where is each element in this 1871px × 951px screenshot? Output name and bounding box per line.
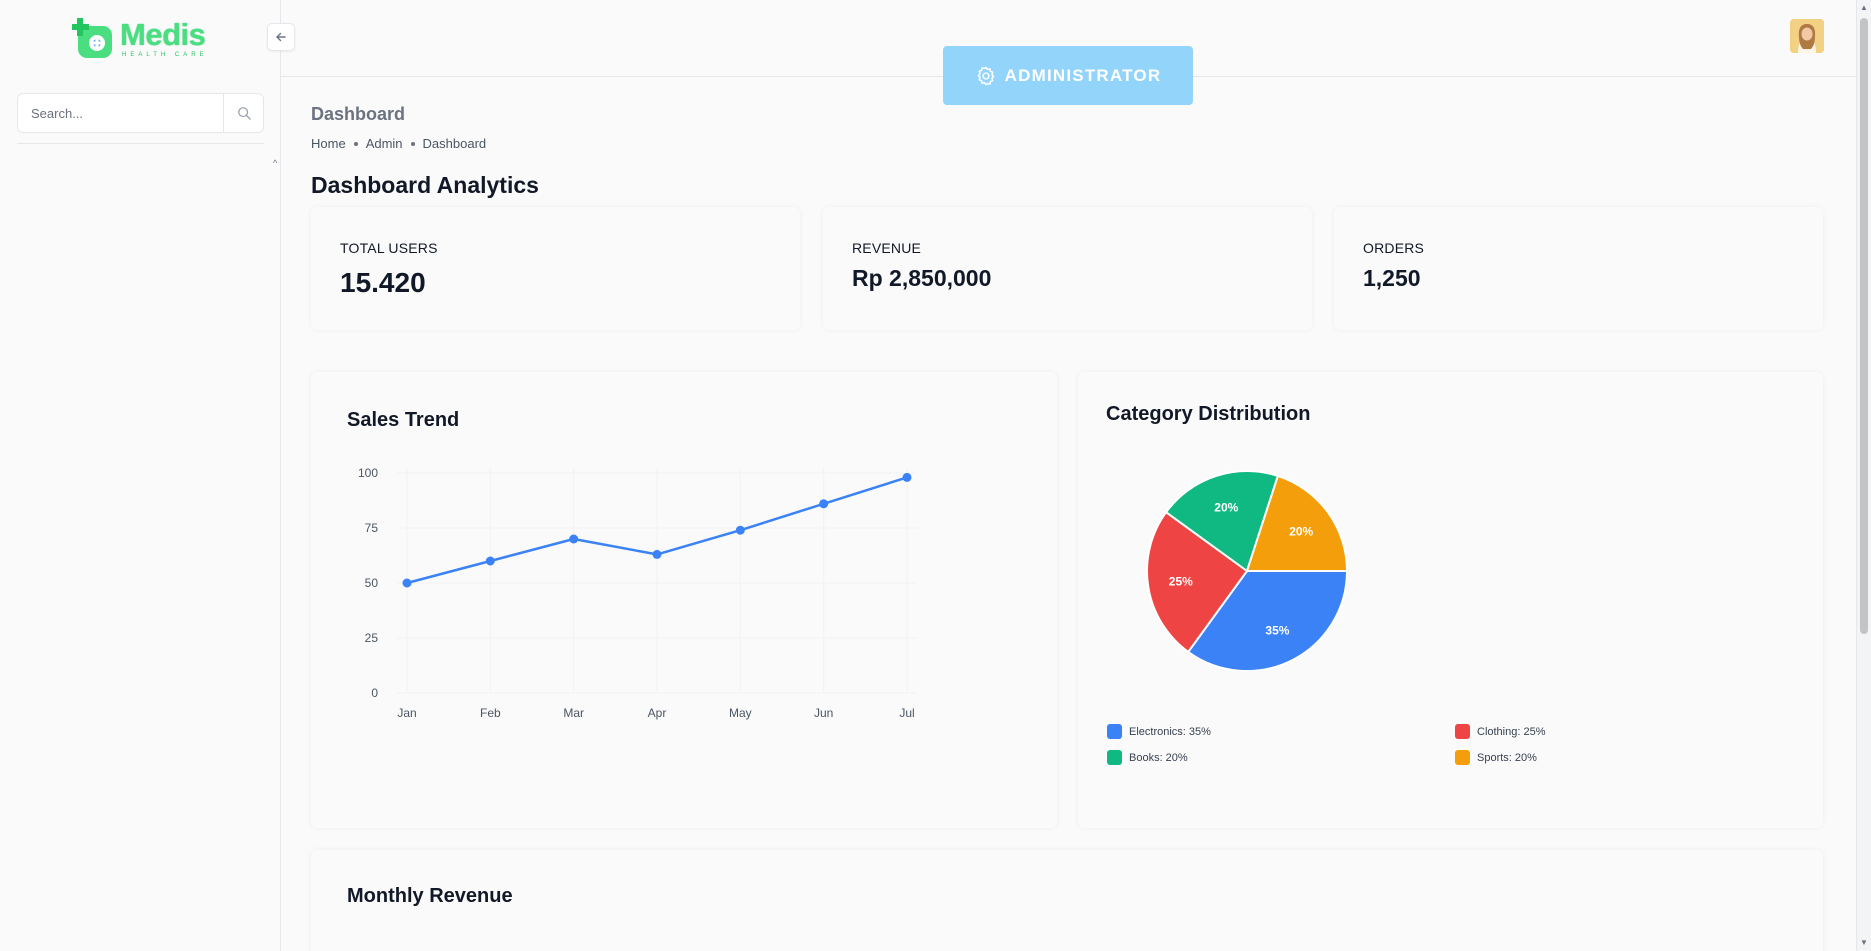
data-point[interactable] <box>819 499 829 509</box>
x-tick-label: Jan <box>397 706 416 720</box>
stat-label: ORDERS <box>1363 240 1425 256</box>
sales-trend-card: Sales Trend 0 25 50 75 100 Jan Feb Mar Apr May Jun… <box>311 372 1057 828</box>
legend-label: Electronics: 35% <box>1129 725 1211 738</box>
stat-label: REVENUE <box>852 240 922 256</box>
x-tick-label: Mar <box>563 706 584 720</box>
data-point[interactable] <box>902 472 912 482</box>
category-distribution-title: Category Distribution <box>1106 403 1311 425</box>
y-tick-label: 100 <box>358 466 378 480</box>
stat-value: 1,250 <box>1363 265 1421 291</box>
collapse-sidebar-button[interactable] <box>267 23 295 51</box>
x-tick-label: May <box>729 706 752 720</box>
stat-card-revenue: REVENUE Rp 2,850,000 <box>823 207 1312 330</box>
brand-name: Medis <box>120 16 206 52</box>
x-tick-label: Feb <box>480 706 501 720</box>
sidebar: Medis HEALTH CARE ^ <box>0 0 281 951</box>
user-avatar[interactable] <box>1790 19 1824 53</box>
pie-slice-books[interactable] <box>1164 470 1280 573</box>
legend-swatch <box>1107 750 1122 765</box>
stat-value: Rp 2,850,000 <box>852 265 992 291</box>
legend-label: Clothing: 25% <box>1477 725 1546 738</box>
legend-label: Sports: 20% <box>1477 751 1537 764</box>
pie-slice-label: 20% <box>1214 500 1238 514</box>
sales-trend-title: Sales Trend <box>347 409 460 431</box>
breadcrumb-admin[interactable]: Admin <box>365 136 403 151</box>
x-tick-label: Apr <box>648 706 667 720</box>
dashboard-heading: Dashboard Analytics <box>311 172 539 198</box>
category-pie-chart: 35% 25% 20% 20% <box>1146 470 1349 672</box>
brand-tagline: HEALTH CARE <box>122 51 208 58</box>
breadcrumb: Home Admin Dashboard <box>311 136 486 151</box>
administrator-badge[interactable]: ADMINISTRATOR <box>943 46 1193 105</box>
pie-slice-label: 25% <box>1169 574 1193 588</box>
data-point[interactable] <box>569 534 579 544</box>
legend-item-sports[interactable]: Sports: 20% <box>1455 750 1537 765</box>
legend-item-books[interactable]: Books: 20% <box>1107 750 1188 765</box>
monthly-revenue-card: Monthly Revenue <box>311 850 1823 951</box>
scroll-down-icon[interactable]: ▼ <box>1860 938 1868 947</box>
y-tick-label: 25 <box>365 631 379 645</box>
pie-slice-label: 35% <box>1265 624 1289 638</box>
stat-value: 15.420 <box>340 267 426 298</box>
monthly-revenue-title: Monthly Revenue <box>347 885 513 907</box>
gear-icon <box>977 66 995 85</box>
scroll-up-icon[interactable]: ▲ <box>1860 3 1868 12</box>
y-tick-label: 50 <box>365 576 379 590</box>
legend-swatch <box>1455 750 1470 765</box>
x-tick-label: Jun <box>814 706 833 720</box>
data-point[interactable] <box>735 525 745 535</box>
breadcrumb-separator <box>353 141 358 146</box>
pie-slice-electronics[interactable] <box>1186 570 1349 672</box>
breadcrumb-current: Dashboard <box>422 136 487 151</box>
y-tick-label: 75 <box>365 521 379 535</box>
page-title: Dashboard <box>311 104 406 124</box>
data-point[interactable] <box>652 549 662 559</box>
search-input[interactable] <box>18 94 223 132</box>
arrow-left-icon <box>276 32 286 42</box>
chevron-up-icon[interactable]: ^ <box>273 158 278 168</box>
legend-item-clothing[interactable]: Clothing: 25% <box>1455 724 1546 739</box>
legend-label: Books: 20% <box>1129 751 1188 764</box>
logo-area: Medis HEALTH CARE <box>0 0 280 76</box>
stat-card-total-users: TOTAL USERS 15.420 <box>311 207 800 330</box>
legend-swatch <box>1107 724 1122 739</box>
y-tick-label: 0 <box>371 686 378 700</box>
search-icon <box>237 107 251 120</box>
brand-logo[interactable]: Medis HEALTH CARE <box>71 16 208 60</box>
breadcrumb-separator <box>410 141 415 146</box>
sidebar-divider <box>17 143 264 144</box>
legend-item-electronics[interactable]: Electronics: 35% <box>1107 724 1211 739</box>
category-distribution-card: Category Distribution 35% 25% 20% 20% Elect… <box>1078 372 1823 828</box>
stat-label: TOTAL USERS <box>340 240 438 256</box>
breadcrumb-home[interactable]: Home <box>311 136 346 151</box>
data-point[interactable] <box>402 578 412 588</box>
pie-slice-sports[interactable] <box>1245 474 1349 572</box>
stat-card-orders: ORDERS 1,250 <box>1334 207 1823 330</box>
administrator-label: ADMINISTRATOR <box>1004 65 1162 85</box>
legend-swatch <box>1455 724 1470 739</box>
sales-trend-chart: 0 25 50 75 100 Jan Feb Mar Apr May Jun Jul <box>358 466 917 720</box>
search-button[interactable] <box>223 94 263 132</box>
pie-slice-label: 20% <box>1289 525 1313 539</box>
data-point[interactable] <box>485 556 495 566</box>
pie-slice-clothing[interactable] <box>1146 510 1249 654</box>
medis-logo-icon <box>71 16 116 60</box>
sidebar-search <box>17 93 264 133</box>
page-scrollbar[interactable]: ▲ ▼ <box>1856 0 1871 951</box>
x-tick-label: Jul <box>899 706 914 720</box>
scroll-thumb[interactable] <box>1860 18 1868 634</box>
